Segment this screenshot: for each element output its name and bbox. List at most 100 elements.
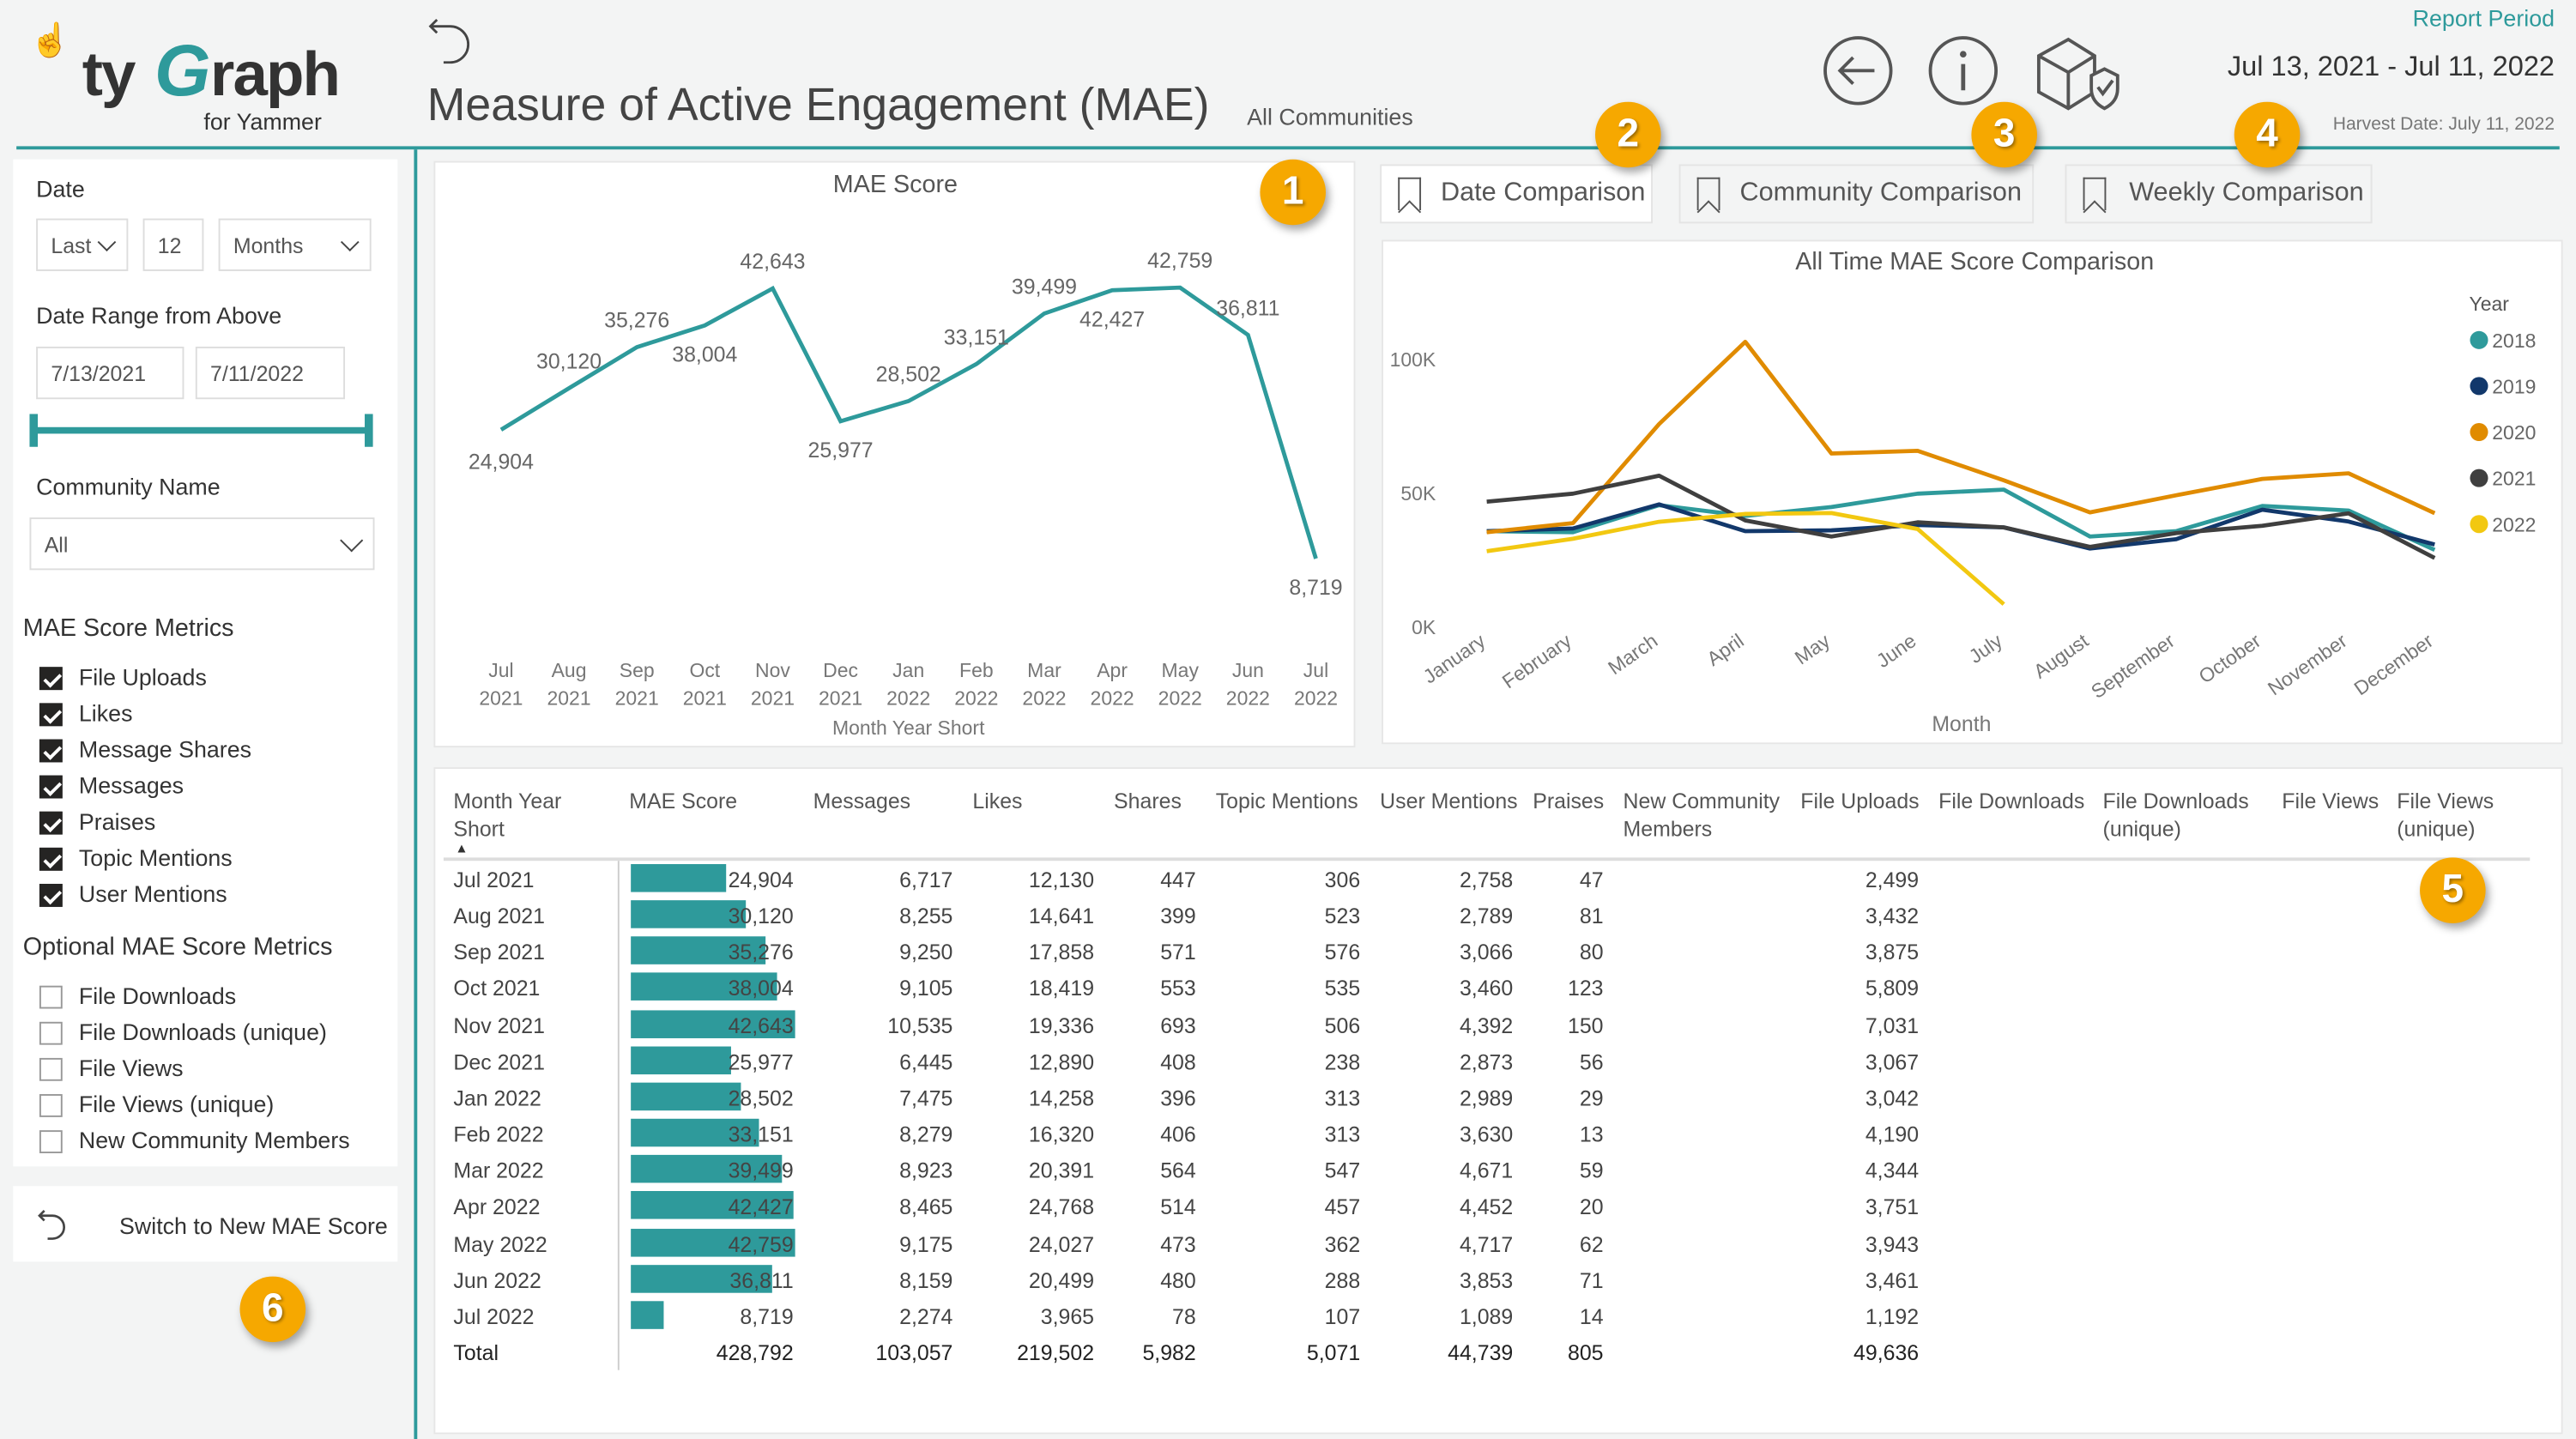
metric-checkbox[interactable] — [39, 1130, 63, 1153]
cell-mae-score: 24,904 — [728, 867, 794, 892]
column-header[interactable]: Praises — [1533, 788, 1605, 813]
logo: ty G raph for Yammer — [79, 16, 342, 140]
metric-checkbox[interactable] — [39, 667, 63, 691]
table-cell: 24,027 — [1028, 1230, 1095, 1256]
bookmark-icon — [1398, 177, 1422, 211]
metric-checkbox[interactable] — [39, 703, 63, 727]
column-header[interactable]: Month Year Short — [453, 788, 562, 842]
column-header[interactable]: File Downloads (unique) — [2102, 788, 2249, 842]
info-button[interactable] — [1927, 34, 1999, 115]
metric-checkbox[interactable] — [39, 1057, 63, 1081]
data-label: 30,120 — [536, 349, 602, 373]
data-label: 33,151 — [944, 325, 1009, 349]
cell-mae-score: 35,276 — [728, 940, 794, 965]
metric-checkbox[interactable] — [39, 985, 63, 1009]
tab-community-comparison[interactable]: Community Comparison — [1678, 164, 2035, 224]
column-header[interactable]: Topic Mentions — [1215, 788, 1358, 813]
back-button[interactable] — [1822, 34, 1894, 115]
metric-label[interactable]: File Views (unique) — [78, 1091, 275, 1117]
table-cell: 571 — [1160, 940, 1196, 965]
data-label: 35,276 — [604, 309, 669, 333]
tab-date-comparison[interactable]: Date Comparison — [1380, 164, 1653, 224]
column-header[interactable]: User Mentions — [1380, 788, 1518, 813]
series-line-2020 — [1486, 339, 2436, 535]
cell-month: Jul 2021 — [453, 867, 535, 892]
table-cell: 2,758 — [1459, 867, 1514, 892]
table-cell: 19,336 — [1028, 1013, 1095, 1038]
data-label: 28,502 — [876, 362, 941, 386]
metric-label[interactable]: Likes — [78, 699, 133, 727]
table-cell: 20,499 — [1028, 1267, 1095, 1293]
range-start-input[interactable]: 7/13/2021 — [36, 346, 184, 400]
mae-line — [499, 285, 1318, 559]
metric-checkbox[interactable] — [39, 1094, 63, 1117]
mae-bar — [631, 1082, 741, 1110]
sidebar-divider — [414, 149, 418, 1439]
column-header[interactable]: File Downloads — [1938, 788, 2085, 813]
table-cell: 576 — [1324, 940, 1361, 965]
metric-label[interactable]: File Downloads — [78, 982, 237, 1009]
table-cell: 123 — [1568, 976, 1604, 1001]
metric-label[interactable]: File Uploads — [78, 663, 207, 691]
date-range-slider[interactable] — [29, 414, 373, 447]
metric-checkbox[interactable] — [39, 847, 63, 871]
switch-mae-button[interactable]: Switch to New MAE Score — [13, 1186, 398, 1262]
slider-handle-start[interactable] — [29, 414, 39, 447]
tab-label: Date Comparison — [1441, 178, 1646, 208]
total-cell: 219,502 — [1017, 1340, 1095, 1365]
column-header[interactable]: File Uploads — [1800, 788, 1920, 813]
data-label: 36,811 — [1216, 296, 1279, 320]
slider-handle-end[interactable] — [365, 414, 373, 447]
community-dropdown[interactable]: All — [29, 517, 375, 571]
table-cell: 14,641 — [1028, 904, 1095, 928]
metric-label[interactable]: New Community Members — [78, 1127, 350, 1153]
metric-label[interactable]: Message Shares — [78, 735, 252, 763]
table-cell: 7,031 — [1865, 1013, 1920, 1038]
table-cell: 3,630 — [1459, 1122, 1514, 1147]
undo-arrow-button[interactable] — [427, 16, 476, 77]
column-header[interactable]: New Community Members — [1623, 788, 1781, 842]
metric-label[interactable]: Topic Mentions — [78, 844, 233, 871]
metrics-title: MAE Score Metrics — [22, 614, 234, 643]
column-header[interactable]: MAE Score — [629, 788, 738, 813]
table-cell: 3,042 — [1865, 1085, 1920, 1110]
data-label: 25,977 — [808, 438, 874, 463]
data-label: 8,719 — [1289, 576, 1342, 600]
x-tick-month: Feb — [959, 659, 994, 681]
table-cell: 3,943 — [1865, 1230, 1920, 1256]
table-cell: 3,751 — [1865, 1194, 1920, 1220]
metric-checkbox[interactable] — [39, 739, 63, 763]
relative-unit-dropdown[interactable]: Months — [218, 218, 372, 271]
package-button[interactable] — [2032, 36, 2120, 120]
total-cell: 5,071 — [1306, 1340, 1361, 1365]
range-end-input[interactable]: 7/11/2022 — [195, 346, 346, 400]
metric-checkbox[interactable] — [39, 884, 63, 907]
table-cell: 2,989 — [1459, 1085, 1514, 1110]
relative-count-input[interactable]: 12 — [142, 218, 204, 271]
tab-weekly-comparison[interactable]: Weekly Comparison — [2065, 164, 2373, 224]
x-tick-month: Nov — [755, 659, 790, 681]
column-header[interactable]: Likes — [972, 788, 1023, 813]
callout-badge-1: 1 — [1260, 159, 1327, 226]
metric-label[interactable]: File Downloads (unique) — [78, 1018, 327, 1045]
column-header[interactable]: Messages — [813, 788, 911, 813]
table-cell: 288 — [1324, 1267, 1361, 1293]
metric-label[interactable]: File Views — [78, 1055, 184, 1081]
metric-label[interactable]: Praises — [78, 807, 156, 835]
cell-mae-score: 38,004 — [728, 976, 794, 1001]
metric-checkbox[interactable] — [39, 1021, 63, 1045]
column-header[interactable]: File Views — [2282, 788, 2379, 813]
total-mae-score: 428,792 — [716, 1340, 794, 1365]
metric-checkbox[interactable] — [39, 811, 63, 835]
total-cell: 5,982 — [1142, 1340, 1196, 1365]
report-period: Jul 13, 2021 - Jul 11, 2022 — [2227, 51, 2555, 82]
column-header[interactable]: File Views (unique) — [2397, 788, 2494, 842]
metric-label[interactable]: User Mentions — [78, 880, 227, 907]
metric-checkbox[interactable] — [39, 775, 63, 799]
column-header[interactable]: Shares — [1114, 788, 1182, 813]
relative-mode-dropdown[interactable]: Last — [36, 218, 129, 271]
cell-mae-score: 39,499 — [728, 1158, 794, 1183]
cell-month: Nov 2021 — [453, 1013, 545, 1038]
metric-label[interactable]: Messages — [78, 771, 184, 799]
